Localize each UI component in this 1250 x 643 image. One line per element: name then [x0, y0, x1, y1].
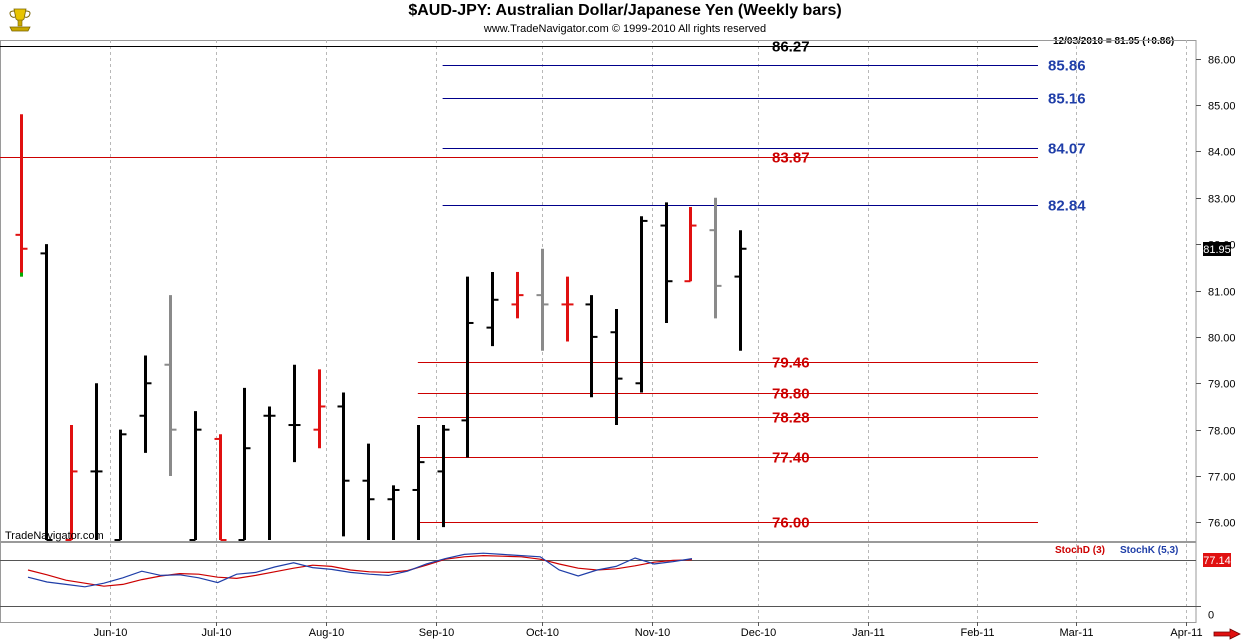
oscillator-panel-frame — [0, 542, 1197, 623]
price-axis: 76.0077.0078.0079.0080.0081.0082.0083.00… — [1196, 55, 1236, 530]
price-bar — [461, 276, 474, 458]
oscillator-value-box — [1203, 553, 1231, 567]
legend-stoch-d: StochD (3) — [1055, 545, 1105, 556]
watermark: TradeNavigator.com — [5, 530, 104, 542]
price-tick-label: 84.00 — [1208, 147, 1236, 159]
stoch-d-line — [27, 554, 693, 587]
price-bar — [635, 216, 648, 393]
price-tick-label: 76.00 — [1208, 518, 1236, 530]
price-bar — [709, 197, 722, 319]
oscillator-value-label: 77.14 — [1203, 555, 1231, 567]
month-tick-label: Nov-10 — [635, 627, 670, 639]
level-label: 79.46 — [772, 355, 810, 372]
price-bar — [114, 429, 127, 541]
red-right-arrow-icon[interactable] — [1213, 628, 1241, 640]
chart-subtitle: www.TradeNavigator.com © 1999-2010 All r… — [483, 23, 767, 35]
month-tick-label: Jul-10 — [202, 627, 232, 639]
price-bar — [387, 485, 400, 540]
price-tick-label: 77.00 — [1208, 472, 1236, 484]
level-label: 85.86 — [1048, 58, 1086, 75]
price-bar — [337, 392, 350, 537]
price-bar — [610, 309, 623, 426]
level-label: 82.84 — [1048, 198, 1086, 215]
price-bar — [214, 434, 227, 541]
month-tick-label: Jan-11 — [852, 627, 885, 639]
oscillator: 0 — [0, 552, 1214, 622]
price-bar — [189, 411, 202, 541]
price-bar — [684, 207, 697, 283]
price-bar — [263, 406, 276, 540]
level-label: 85.16 — [1048, 91, 1086, 108]
gold-trophy-icon — [9, 8, 31, 32]
level-label: 78.80 — [772, 386, 810, 403]
month-tick-label: Mar-11 — [1059, 627, 1093, 639]
price-panel-frame — [0, 40, 1197, 542]
price-bar — [486, 271, 499, 347]
price-bar — [412, 425, 425, 540]
price-tick-label: 81.00 — [1208, 287, 1236, 299]
last-price-readout: 12/03/2010 = 81.95 (+0.86) — [1053, 36, 1175, 47]
price-bar — [734, 230, 747, 351]
price-tick-label: 86.00 — [1208, 55, 1236, 67]
month-tick-label: Apr-11 — [1170, 627, 1202, 639]
price-tick-label: 80.00 — [1208, 333, 1236, 345]
price-bar — [164, 295, 177, 477]
price-bar — [288, 364, 301, 463]
month-tick-label: Oct-10 — [526, 627, 559, 639]
price-bar — [437, 425, 450, 528]
price-bar — [40, 244, 53, 541]
month-tick-label: Jun-10 — [94, 627, 128, 639]
chart-title: $AUD-JPY: Australian Dollar/Japanese Yen… — [408, 2, 842, 19]
last-price-box — [1203, 242, 1231, 256]
level-label: 78.28 — [772, 410, 810, 427]
price-bar — [536, 248, 549, 351]
price-tick-label: 79.00 — [1208, 379, 1236, 391]
month-tick-label: Feb-11 — [960, 627, 994, 639]
price-tick-label: 85.00 — [1208, 101, 1236, 113]
price-bar — [511, 271, 524, 319]
month-tick-label: Sep-10 — [419, 627, 454, 639]
price-bar — [313, 369, 326, 449]
price-tick-label: 78.00 — [1208, 426, 1236, 438]
price-bar — [15, 114, 28, 277]
level-label: 76.00 — [772, 515, 810, 532]
price-bar — [561, 276, 574, 342]
stoch-k-line — [27, 552, 693, 588]
price-bar — [660, 202, 673, 323]
price-bar — [139, 355, 152, 453]
oscillator-tick-label: 0 — [1208, 610, 1214, 622]
month-tick-label: Aug-10 — [309, 627, 344, 639]
level-lines: 86.27 85.86 85.16 84.07 83.87 82.84 79.46 78.80… — [0, 39, 1086, 532]
price-bar — [238, 387, 251, 541]
month-axis: Jun-10 Jul-10 Aug-10 Sep-10 Oct-10 Nov-10 Dec-… — [94, 40, 1203, 639]
level-label: 77.40 — [772, 450, 810, 467]
level-label: 84.07 — [1048, 141, 1086, 158]
price-bar — [362, 443, 375, 540]
month-tick-label: Dec-10 — [741, 627, 776, 639]
level-label: 83.87 — [772, 150, 810, 167]
last-price-label: 81.95 — [1203, 244, 1231, 256]
price-bars — [15, 114, 747, 541]
price-bar — [65, 425, 78, 541]
price-bar — [585, 295, 598, 398]
price-tick-label: 83.00 — [1208, 194, 1236, 206]
level-label: 86.27 — [772, 39, 810, 56]
price-bar — [90, 383, 103, 540]
legend-stoch-k: StochK (5,3) — [1120, 545, 1179, 556]
